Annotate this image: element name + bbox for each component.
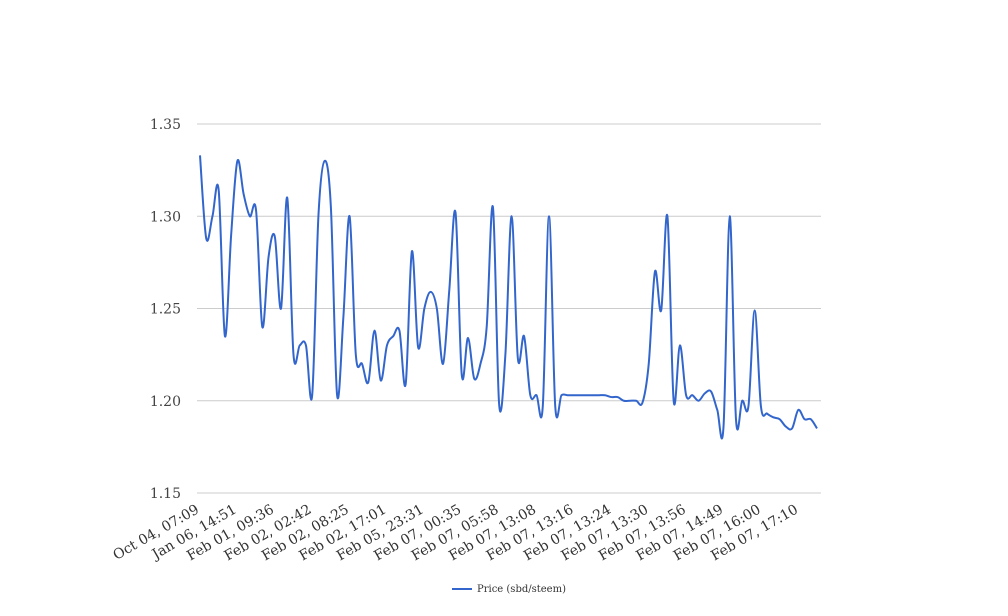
- y-tick-label: 1.20: [150, 394, 181, 410]
- y-tick-label: 1.35: [150, 117, 181, 133]
- y-axis-tick-labels: 1.15 1.20 1.25 1.30 1.35: [150, 117, 181, 502]
- legend-label: Price (sbd/steem): [477, 584, 566, 595]
- y-tick-label: 1.30: [150, 209, 181, 225]
- gridlines: [197, 123, 821, 494]
- legend[interactable]: Price (sbd/steem): [452, 584, 566, 595]
- y-tick-label: 1.15: [150, 486, 181, 502]
- y-tick-label: 1.25: [150, 302, 181, 318]
- series-layer: [199, 155, 818, 440]
- series-line: [199, 155, 818, 440]
